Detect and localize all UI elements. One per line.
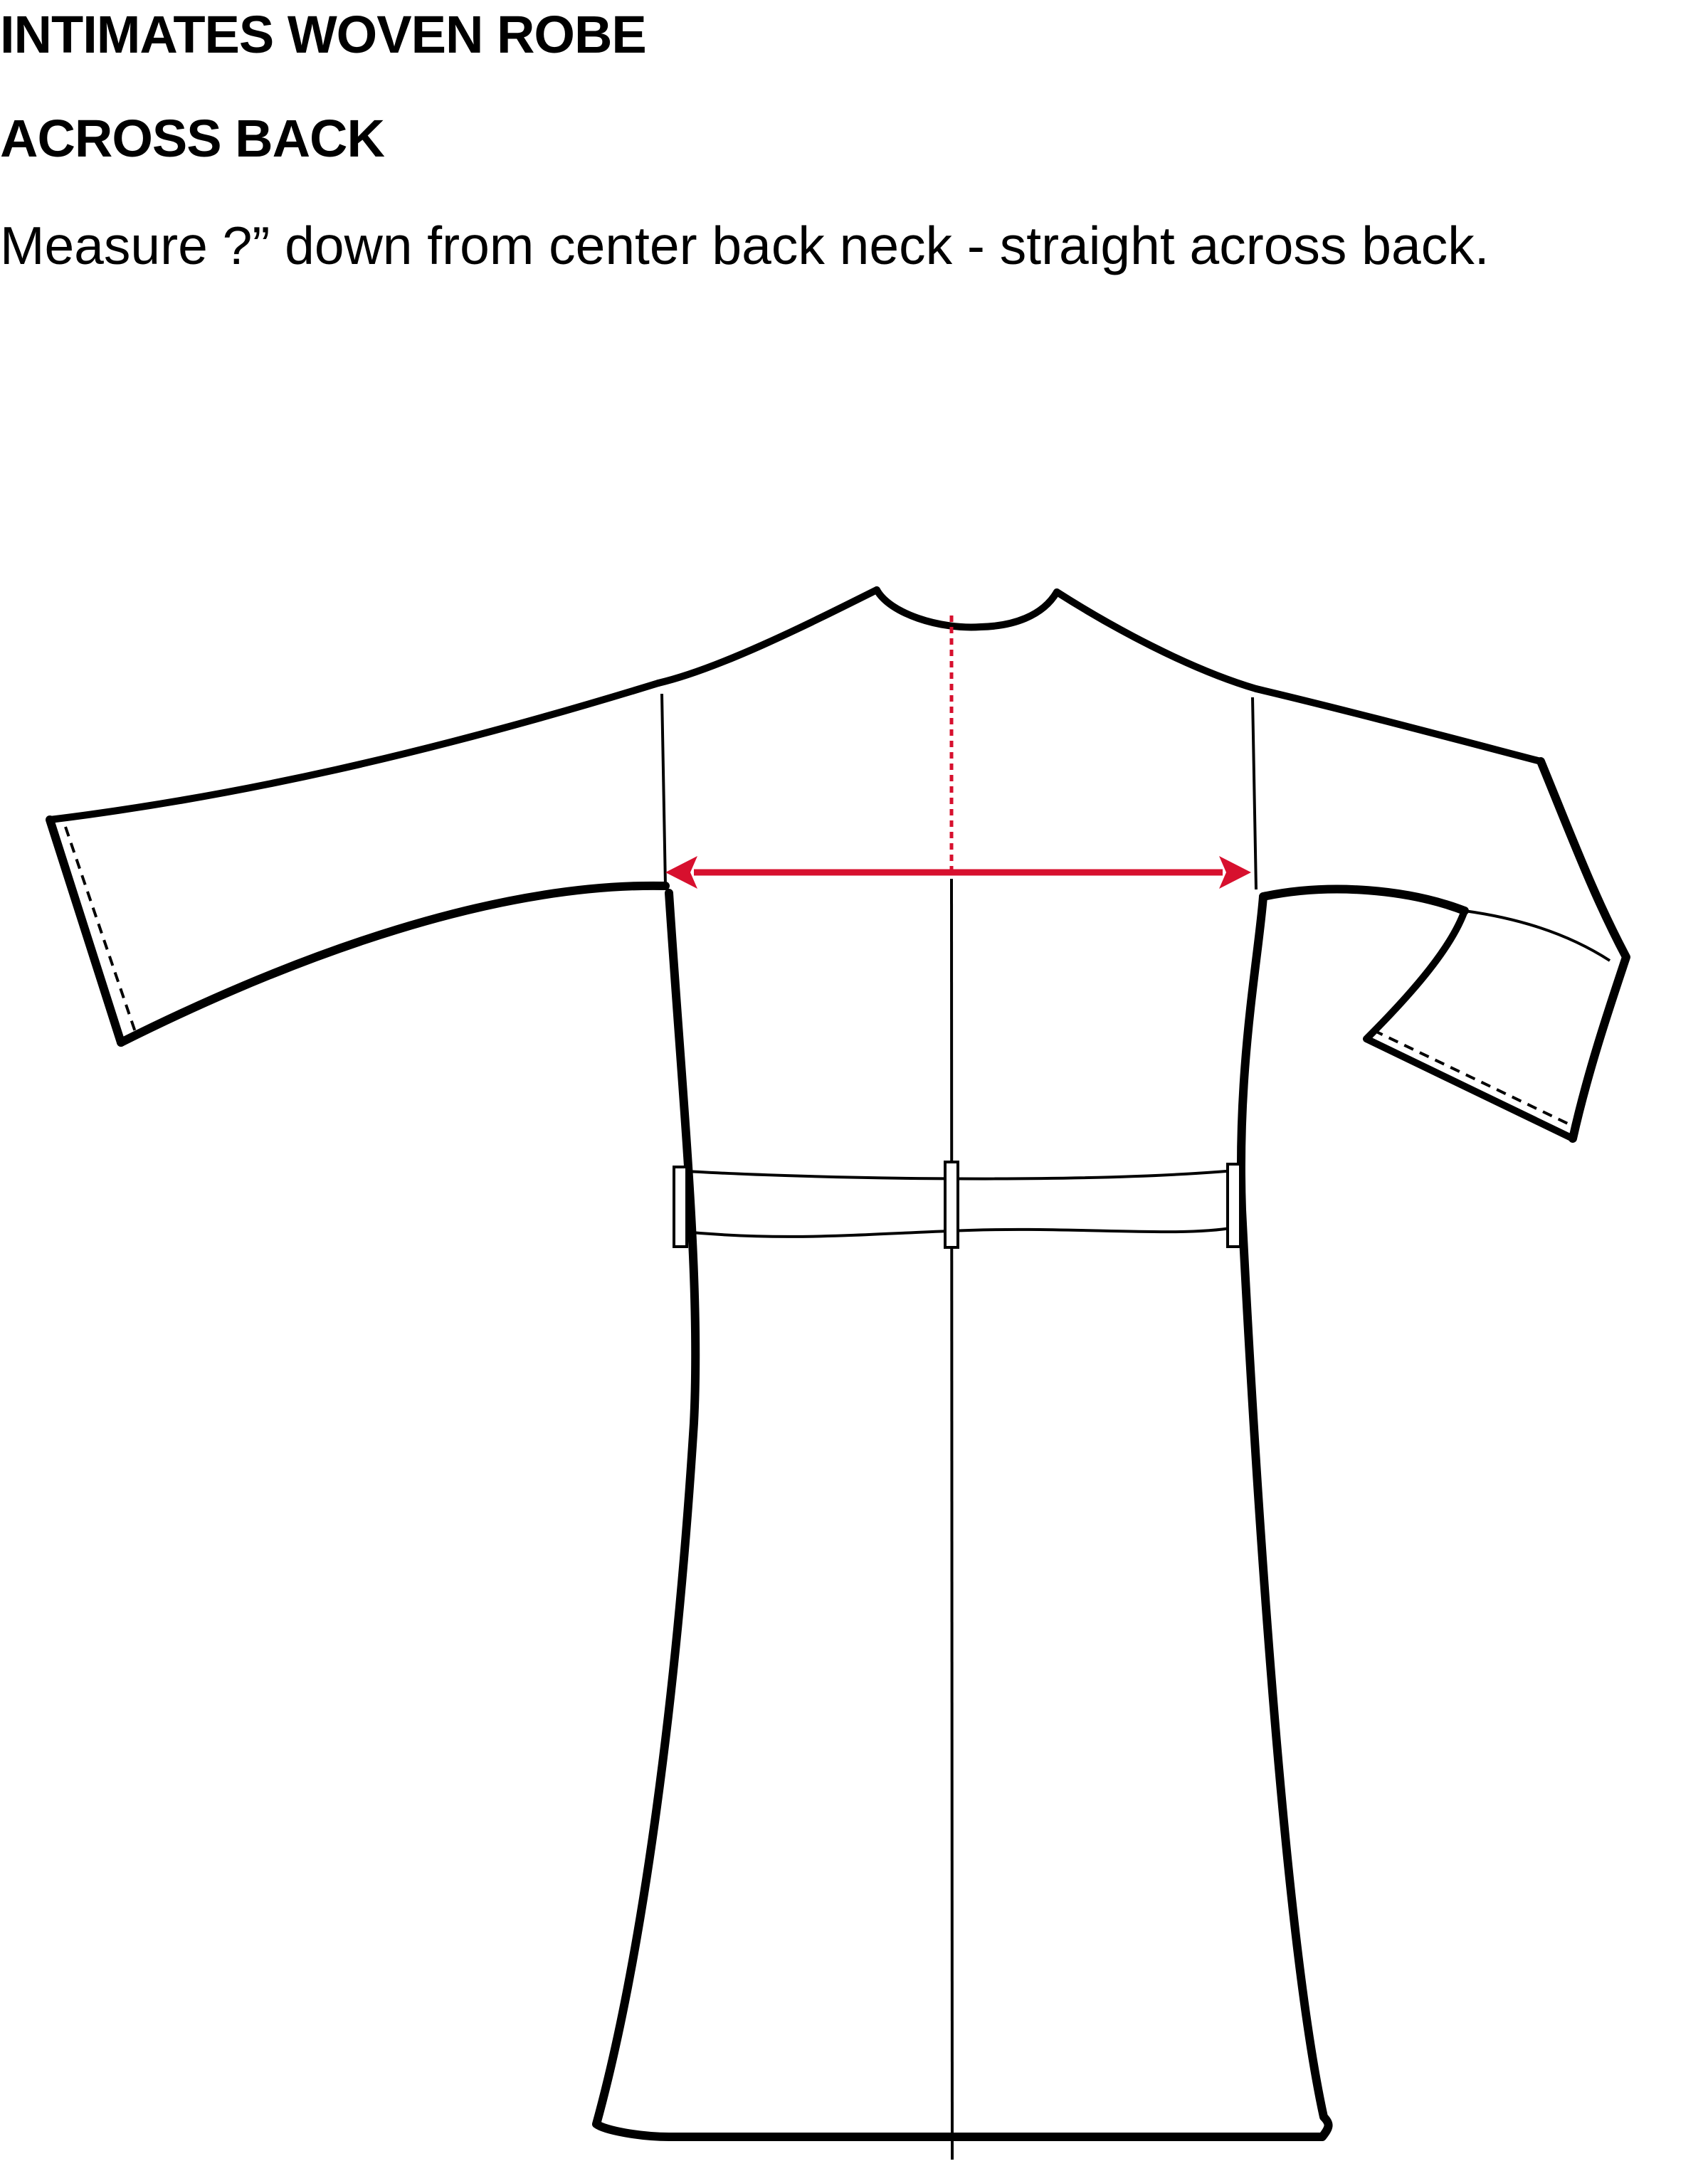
- page-title: INTIMATES WOVEN ROBE: [0, 5, 647, 64]
- center-back-seam: [950, 878, 954, 2160]
- left-sleeve-cuff-stitch: [64, 826, 137, 1032]
- measurement-name: ACROSS BACK: [0, 109, 385, 168]
- right-sleeve-top: [1253, 685, 1544, 765]
- left-sleeve-top: [46, 680, 662, 823]
- right-sleeve-fold: [1464, 909, 1611, 962]
- left-sleeve-bottom: [117, 881, 670, 1047]
- right-sleeve-bottom: [1259, 884, 1469, 915]
- right-sleeve-cuff-stitch: [1373, 1029, 1570, 1126]
- left-shoulder-seam: [655, 586, 880, 687]
- across-back-left-arrowhead: [665, 856, 697, 889]
- center-belt-loop: [944, 1161, 959, 1249]
- right-sleeve-outer: [1536, 757, 1630, 1143]
- right-belt-loop: [1226, 1163, 1242, 1248]
- left-sleeve-cuff: [46, 815, 125, 1047]
- robe-body-outline: [592, 889, 1333, 2141]
- across-back-right-arrowhead: [1219, 856, 1251, 889]
- left-yoke-seam: [660, 693, 667, 887]
- left-belt-loop: [673, 1166, 688, 1248]
- neckline: [873, 586, 1060, 631]
- right-yoke-seam: [1251, 697, 1258, 890]
- right-sleeve-cuff: [1363, 907, 1576, 1142]
- measurement-instruction: Measure ?” down from center back neck - …: [0, 216, 1490, 275]
- right-shoulder-seam: [1053, 588, 1260, 692]
